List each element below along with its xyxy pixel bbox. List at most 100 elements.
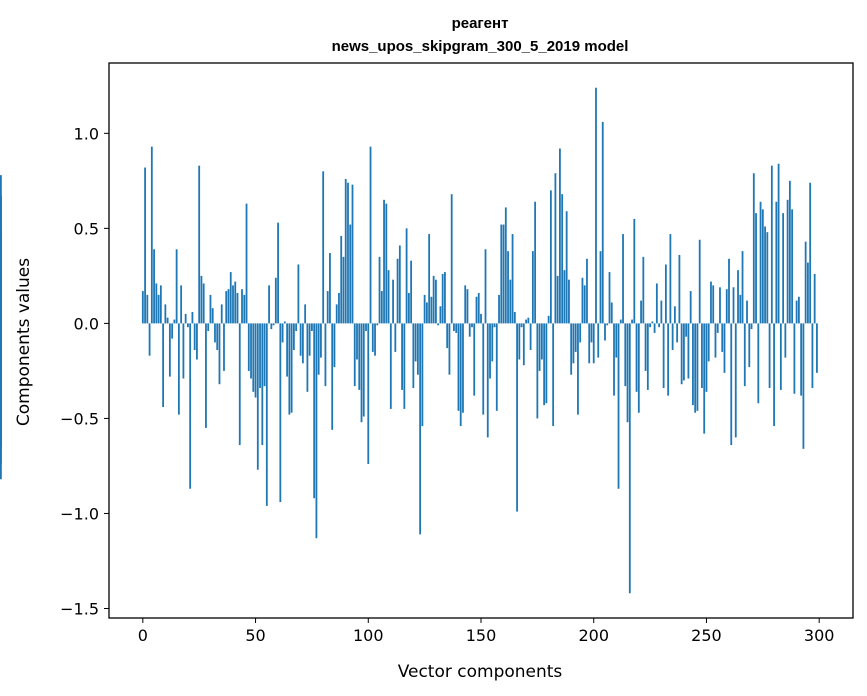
bar	[0, 323, 2, 447]
bar	[473, 323, 476, 396]
bar	[766, 232, 769, 324]
bar	[646, 323, 649, 390]
bar	[811, 323, 814, 389]
bar	[279, 323, 282, 503]
bar	[631, 319, 633, 324]
bar	[572, 323, 575, 364]
bar	[491, 323, 494, 362]
bar	[450, 194, 453, 324]
bar	[773, 323, 775, 427]
bar	[277, 222, 279, 324]
bar	[495, 323, 498, 411]
bar	[680, 323, 683, 385]
bar	[268, 285, 270, 324]
bar	[304, 304, 307, 324]
bar	[441, 273, 444, 324]
x-tick-label: 0	[138, 626, 148, 645]
bar	[234, 281, 237, 324]
y-tick-label: 1.0	[74, 124, 99, 143]
bar	[182, 323, 185, 379]
bar	[601, 121, 604, 324]
bar	[504, 207, 507, 324]
x-axis-label: Vector components	[398, 662, 563, 682]
bar	[380, 291, 383, 324]
bar	[265, 323, 268, 506]
bar	[570, 323, 573, 375]
bar	[471, 323, 473, 328]
bar	[782, 213, 785, 324]
bar	[615, 323, 618, 358]
bar	[315, 323, 318, 539]
y-tick-label: −1.0	[60, 504, 99, 523]
bar	[667, 323, 670, 396]
bar	[579, 323, 582, 343]
bar	[714, 323, 717, 358]
bar	[191, 311, 194, 324]
bar	[534, 201, 537, 324]
bar	[559, 148, 561, 324]
bar	[344, 178, 347, 324]
bar	[637, 323, 640, 413]
bar	[292, 323, 295, 350]
bar	[500, 224, 503, 324]
bar	[730, 323, 733, 446]
bar	[719, 287, 721, 324]
x-tick-label: 100	[353, 626, 384, 645]
bar	[480, 313, 482, 324]
bar	[642, 256, 645, 324]
bar	[227, 289, 230, 324]
bar	[238, 323, 241, 446]
bar	[378, 256, 381, 324]
bar	[475, 296, 478, 324]
bar	[712, 285, 715, 324]
bar	[403, 323, 406, 409]
bar	[324, 323, 327, 387]
bar	[764, 226, 766, 324]
bar	[329, 253, 331, 324]
bar	[425, 302, 428, 324]
bar	[448, 323, 451, 375]
bar	[655, 283, 658, 324]
bar	[768, 323, 771, 389]
bar	[552, 323, 555, 427]
y-tick-label: 0.0	[74, 314, 99, 333]
bar	[466, 289, 469, 324]
bar	[453, 323, 455, 331]
bar	[148, 323, 151, 356]
bar	[723, 323, 726, 373]
bar	[416, 323, 419, 375]
bar	[407, 292, 410, 324]
bar	[216, 323, 219, 350]
bar	[187, 323, 189, 328]
bar	[423, 294, 426, 324]
bar	[175, 249, 178, 324]
bar	[299, 323, 302, 356]
bar	[732, 287, 735, 324]
bar	[356, 323, 358, 360]
bar	[516, 323, 518, 512]
bar	[155, 283, 158, 324]
bar	[209, 294, 212, 324]
bar	[635, 323, 638, 392]
bar	[392, 279, 394, 324]
bar	[664, 264, 667, 324]
bar	[295, 323, 298, 331]
bar	[482, 323, 485, 415]
bar	[707, 323, 710, 362]
x-tick-label: 200	[578, 626, 609, 645]
bar	[349, 224, 352, 324]
bar	[290, 323, 293, 413]
bar	[0, 196, 2, 324]
bar	[522, 323, 525, 366]
bar	[561, 194, 564, 324]
bar	[333, 323, 336, 368]
bar	[340, 235, 343, 324]
bar	[597, 323, 600, 358]
bar	[401, 323, 403, 390]
bar	[750, 323, 753, 330]
bar	[455, 323, 458, 333]
bar	[581, 277, 584, 324]
bar	[367, 323, 370, 465]
bar	[477, 292, 480, 324]
bar	[807, 262, 809, 324]
